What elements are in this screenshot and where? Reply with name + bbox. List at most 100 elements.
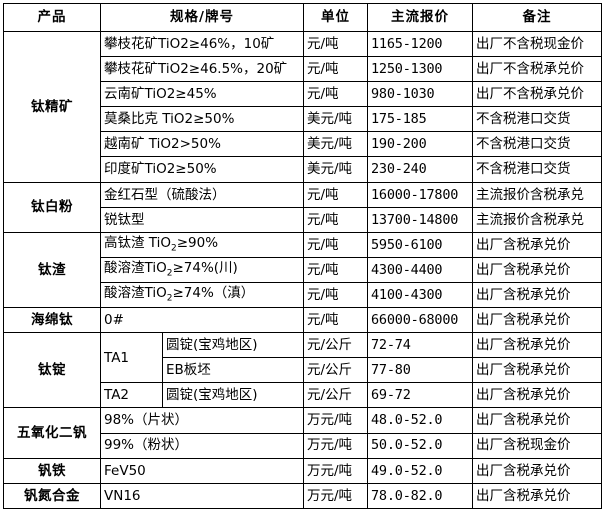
spec-subscript: 2	[171, 243, 177, 254]
remark-cell: 不含税港口交货	[472, 106, 602, 133]
spec-text-pre: 高钛渣 TiO	[104, 234, 171, 251]
remark-cell: 出厂含税承兑价	[472, 231, 602, 258]
price-table-container: 产品 规格/牌号 单位 主流报价 备注 钛精矿 攀枝花矿TiO2≥46%，10矿元…	[3, 3, 602, 509]
remark-cell: 出厂含税承兑价	[472, 357, 602, 384]
spec-text-post: ≥74%（滇）	[172, 284, 255, 301]
spec-cell: 高钛渣 TiO2≥90%	[100, 231, 304, 258]
table-row: 酸溶渣TiO2≥74%（滇） 元/吨 4100-4300 出厂含税承兑价	[4, 281, 602, 309]
spec-subscript: 2	[166, 293, 173, 304]
remark-cell: 出厂不含税现金价	[472, 30, 602, 58]
remark-cell: 出厂含税承兑价	[472, 307, 602, 334]
spec-cell: EB板坯	[162, 357, 304, 384]
price-cell: 5950-6100	[367, 231, 473, 258]
price-cell: 16000-17800	[367, 181, 473, 208]
product-category-cell: 钒氮合金	[3, 482, 101, 509]
price-cell: 50.0-52.0	[367, 432, 473, 459]
remark-cell: 出厂含税承兑价	[472, 256, 602, 283]
table-row: 钛锭 TA1 圆锭(宝鸡地区) 元/公斤 72-74 出厂含税承兑价	[3, 332, 602, 409]
remark-cell: 不含税港口交货	[472, 131, 602, 158]
table-row: 锐钛型 元/吨 13700-14800 主流报价含税承兑	[4, 206, 602, 233]
table-row: 五氧化二钒 98%（片状） 万元/吨 48.0-52.0 出厂含税承兑价	[3, 407, 602, 459]
remark-cell: 出厂含税承兑价	[472, 407, 602, 434]
price-cell: 66000-68000	[367, 307, 473, 334]
unit-cell: 美元/吨	[303, 106, 368, 133]
price-cell: 49.0-52.0	[367, 457, 473, 484]
price-cell: 4300-4400	[367, 256, 473, 283]
column-header-unit: 单位	[303, 3, 368, 32]
spec-cell: 圆锭(宝鸡地区)	[162, 332, 304, 359]
price-cell: 230-240	[367, 156, 473, 183]
price-cell: 78.0-82.0	[367, 482, 473, 509]
unit-cell: 万元/吨	[303, 407, 368, 434]
product-category-cell: 五氧化二钒	[3, 407, 101, 459]
price-cell: 77-80	[367, 357, 473, 384]
table-row: TA2 圆锭(宝鸡地区) 元/公斤 69-72 出厂含税承兑价	[4, 382, 602, 409]
remark-cell: 出厂不含税承兑价	[472, 56, 602, 83]
price-cell: 980-1030	[367, 81, 473, 108]
header-row: 产品 规格/牌号 单位 主流报价 备注	[3, 3, 602, 32]
spec-text-post: ≥74%(川)	[172, 259, 238, 276]
spec-cell: 越南矿 TiO2>50%	[100, 131, 304, 158]
price-cell: 72-74	[367, 332, 473, 359]
product-category-cell: 海绵钛	[3, 307, 101, 334]
table-row: 莫桑比克 TiO2≥50% 美元/吨 175-185 不含税港口交货	[4, 106, 602, 133]
price-cell: 69-72	[367, 382, 473, 409]
remark-cell: 出厂含税承兑价	[472, 382, 602, 409]
table-row: 钛精矿 攀枝花矿TiO2≥46%，10矿 元/吨 1165-1200 出厂不含税现金价	[3, 30, 602, 183]
unit-cell: 元/公斤	[303, 382, 368, 409]
price-cell: 175-185	[367, 106, 473, 133]
column-header-spec: 规格/牌号	[100, 3, 304, 32]
table-row: 酸溶渣TiO2≥74%(川) 元/吨 4300-4400 出厂含税承兑价	[4, 256, 602, 283]
product-category-cell: 钛白粉	[3, 181, 101, 233]
unit-cell: 万元/吨	[303, 457, 368, 484]
grade-cell: TA2	[100, 382, 163, 409]
product-category-cell: 钒铁	[3, 457, 101, 484]
table-row: 钛白粉 金红石型（硫酸法） 元/吨 16000-17800 主流报价含税承兑	[3, 181, 602, 233]
price-cell: 48.0-52.0	[367, 407, 473, 434]
product-category-cell: 钛锭	[3, 332, 101, 409]
unit-cell: 美元/吨	[303, 131, 368, 158]
unit-cell: 元/吨	[303, 256, 368, 283]
spec-text-pre: 酸溶渣TiO	[104, 259, 167, 276]
remark-cell: 出厂含税承兑价	[472, 457, 602, 484]
column-header-remark: 备注	[472, 3, 602, 32]
spec-cell: FeV50	[100, 457, 304, 484]
spec-cell: 攀枝花矿TiO2≥46%，10矿	[100, 30, 304, 58]
unit-cell: 元/吨	[303, 56, 368, 83]
unit-cell: 元/吨	[303, 307, 368, 334]
table-row: 云南矿TiO2≥45% 元/吨 980-1030 出厂不含税承兑价	[4, 81, 602, 108]
table-row: 钛渣 高钛渣 TiO2≥90% 元/吨 5950-6100 出厂含税承兑价	[3, 231, 602, 309]
table-body: 钛精矿 攀枝花矿TiO2≥46%，10矿 元/吨 1165-1200 出厂不含税现金价攀…	[3, 30, 602, 509]
price-cell: 1165-1200	[367, 30, 473, 58]
spec-cell: 莫桑比克 TiO2≥50%	[100, 106, 304, 133]
unit-cell: 万元/吨	[303, 482, 368, 509]
remark-cell: 出厂含税承兑价	[472, 332, 602, 359]
product-category-cell: 钛渣	[3, 231, 101, 309]
unit-cell: 元/吨	[303, 281, 368, 309]
table-row: 攀枝花矿TiO2≥46.5%，20矿 元/吨 1250-1300 出厂不含税承兑价	[4, 56, 602, 83]
table-row: 印度矿TiO2≥50% 美元/吨 230-240 不含税港口交货	[4, 156, 602, 183]
price-cell: 13700-14800	[367, 206, 473, 233]
remark-cell: 主流报价含税承兑	[472, 206, 602, 233]
unit-cell: 元/公斤	[303, 332, 368, 359]
price-cell: 4100-4300	[367, 281, 473, 309]
spec-cell: 印度矿TiO2≥50%	[100, 156, 304, 183]
spec-cell: 98%（片状）	[100, 407, 304, 434]
spec-cell: VN16	[100, 482, 304, 509]
unit-cell: 元/吨	[303, 231, 368, 258]
spec-cell: 锐钛型	[100, 206, 304, 233]
remark-cell: 不含税港口交货	[472, 156, 602, 183]
remark-cell: 出厂含税现金价	[472, 432, 602, 459]
table-header: 产品 规格/牌号 单位 主流报价 备注	[3, 3, 602, 32]
unit-cell: 元/吨	[303, 81, 368, 108]
price-cell: 190-200	[367, 131, 473, 158]
product-category-cell: 钛精矿	[3, 31, 101, 183]
remark-cell: 出厂不含税承兑价	[472, 81, 602, 108]
spec-cell: 0#	[100, 307, 304, 334]
unit-cell: 美元/吨	[303, 156, 368, 183]
unit-cell: 元/公斤	[303, 357, 368, 384]
unit-cell: 万元/吨	[303, 432, 368, 459]
column-header-price: 主流报价	[367, 3, 473, 32]
table-row: 99%（粉状） 万元/吨 50.0-52.0 出厂含税现金价	[4, 432, 602, 459]
price-cell: 1250-1300	[367, 56, 473, 83]
